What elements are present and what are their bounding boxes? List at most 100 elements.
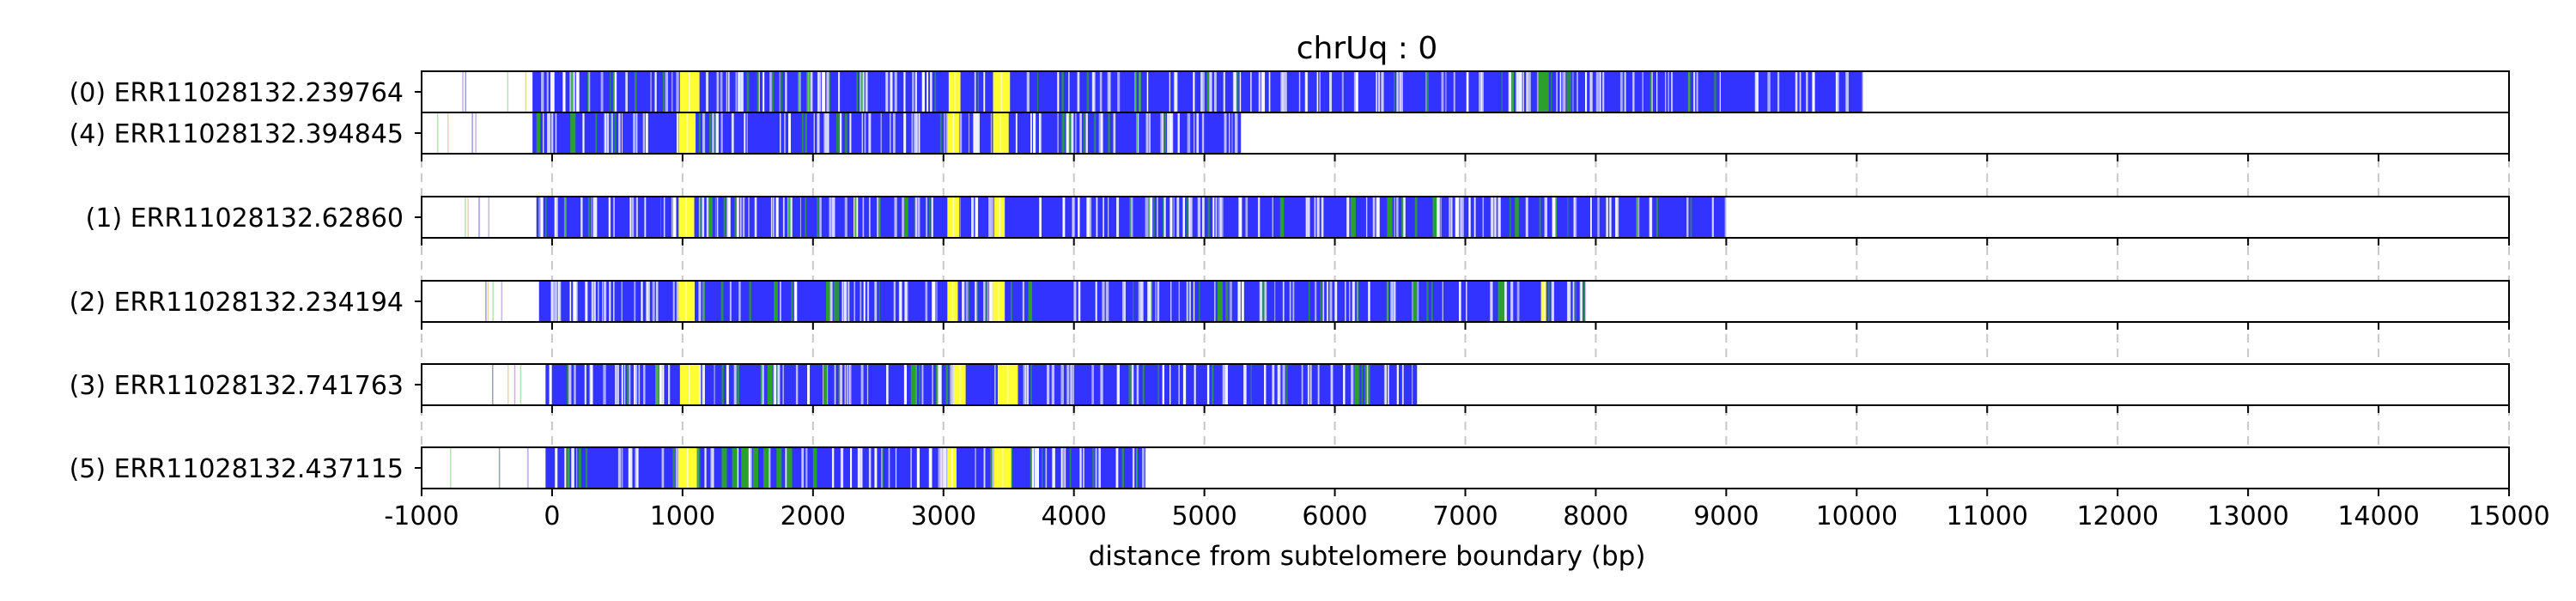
variant-stripe (968, 281, 969, 322)
gap-stripe (1385, 364, 1387, 405)
variant-stripe (856, 71, 859, 112)
gap-stripe (824, 112, 829, 154)
read-label: (0) ERR11028132.239764 (70, 78, 404, 108)
gap-stripe (557, 281, 560, 322)
gap-stripe (866, 364, 869, 405)
variant-stripe (1262, 281, 1265, 322)
variant-stripe (1212, 364, 1214, 405)
gap-stripe (1201, 71, 1205, 112)
gap-stripe (1091, 364, 1094, 405)
gap-stripe (926, 197, 928, 238)
gap-stripe (1314, 197, 1316, 238)
gap-stripe (1396, 71, 1399, 112)
gap-stripe (1123, 281, 1126, 322)
gap-stripe (890, 71, 893, 112)
variant-stripe (1690, 197, 1692, 238)
gap-stripe (1108, 197, 1109, 238)
gap-stripe (664, 197, 665, 238)
gap-stripe (937, 364, 940, 405)
gap-stripe (1504, 281, 1508, 322)
gap-stripe (1224, 364, 1228, 405)
gap-stripe (551, 112, 554, 154)
gap-stripe (564, 447, 567, 489)
variant-stripe (612, 71, 615, 112)
green-segment (741, 447, 748, 489)
gap-stripe (1200, 71, 1203, 112)
sparse-mark (507, 364, 509, 405)
gap-stripe (584, 364, 586, 405)
gap-stripe (780, 281, 781, 322)
gap-stripe (782, 364, 784, 405)
gap-stripe (1176, 197, 1180, 238)
gap-stripe (915, 112, 918, 154)
gap-stripe (580, 197, 583, 238)
gap-stripe (840, 447, 844, 489)
gap-stripe (831, 447, 835, 489)
gap-stripe (973, 112, 975, 154)
gap-stripe (1795, 71, 1798, 112)
gap-stripe (1068, 71, 1070, 112)
gap-stripe (1145, 112, 1149, 154)
gap-stripe (999, 112, 1002, 154)
variant-stripe (1687, 71, 1691, 112)
coverage-bar (532, 112, 1242, 154)
variant-stripe (570, 71, 574, 112)
gap-stripe (1353, 71, 1357, 112)
gap-stripe (1321, 197, 1324, 238)
x-tick-label: 8000 (1563, 501, 1628, 531)
gap-stripe (1396, 364, 1399, 405)
gap-stripe (1078, 197, 1080, 238)
gap-stripe (650, 71, 652, 112)
gap-stripe (772, 197, 775, 238)
gap-stripe (918, 112, 920, 154)
gap-stripe (1289, 281, 1291, 322)
variant-stripe (817, 197, 819, 238)
variant-stripe (1250, 364, 1252, 405)
gap-stripe (1343, 364, 1346, 405)
gap-stripe (801, 447, 805, 489)
variant-stripe (1320, 281, 1322, 322)
green-segment (767, 364, 773, 405)
variant-stripe (945, 364, 949, 405)
gap-stripe (1072, 197, 1075, 238)
gap-stripe (686, 447, 689, 489)
gap-stripe (1572, 71, 1574, 112)
gap-stripe (1756, 71, 1759, 112)
variant-stripe (989, 447, 993, 489)
variant-stripe (1361, 364, 1364, 405)
gap-stripe (1282, 364, 1285, 405)
gap-stripe (1170, 281, 1172, 322)
gap-stripe (592, 197, 595, 238)
gap-stripe (868, 447, 872, 489)
gap-stripe (588, 71, 591, 112)
gap-stripe (1061, 447, 1064, 489)
gap-stripe (927, 71, 928, 112)
read-row: (5) ERR11028132.437115 (70, 446, 2510, 489)
gap-stripe (633, 112, 636, 154)
variant-stripe (702, 281, 705, 322)
gap-stripe (1526, 71, 1528, 112)
gap-stripe (571, 447, 574, 489)
gap-stripe (1187, 112, 1191, 154)
gap-stripe (991, 197, 994, 238)
gap-stripe (1105, 281, 1109, 322)
gap-stripe (959, 197, 961, 238)
gap-stripe (1060, 364, 1064, 405)
gap-stripe (1138, 281, 1142, 322)
x-tick-label: 6000 (1302, 501, 1367, 531)
gap-stripe (572, 71, 576, 112)
gap-stripe (1167, 112, 1170, 154)
gap-stripe (1516, 281, 1520, 322)
gap-stripe (930, 447, 933, 489)
read-label: (1) ERR11028132.62860 (86, 203, 404, 234)
gap-stripe (1528, 71, 1531, 112)
x-tick-label: 7000 (1432, 501, 1498, 531)
variant-stripe (878, 197, 881, 238)
gap-stripe (1686, 197, 1689, 238)
gap-stripe (1490, 281, 1493, 322)
gap-stripe (877, 197, 879, 238)
gap-stripe (1326, 281, 1328, 322)
variant-stripe (1575, 281, 1577, 322)
chart-title: chrUq : 0 (1297, 31, 1438, 66)
